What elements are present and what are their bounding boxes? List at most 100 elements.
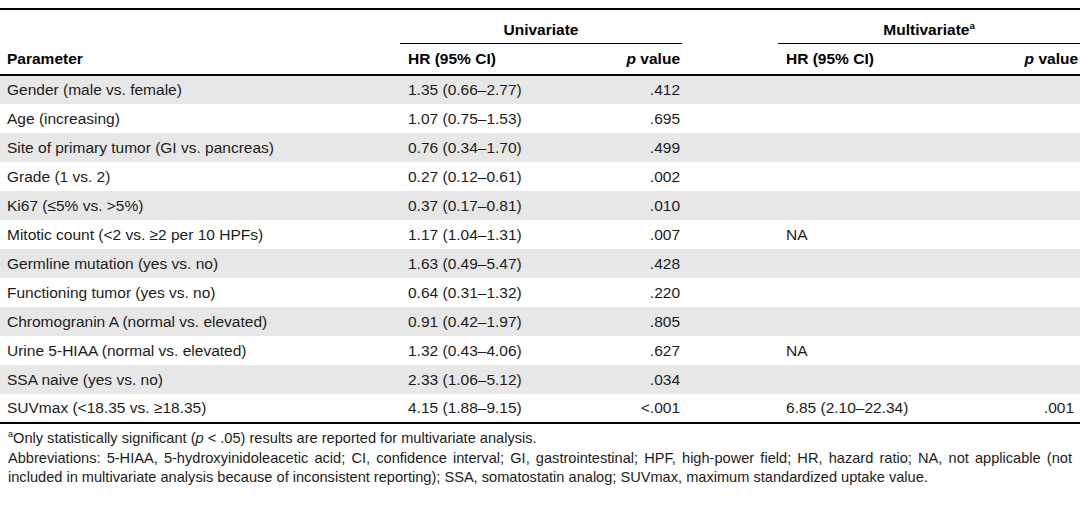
uni-pvalue-cell: .220 xyxy=(582,278,682,307)
table-row: Urine 5-HIAA (normal vs. elevated) 1.32 … xyxy=(0,336,1080,365)
multivariate-pvalue-column-header: p value xyxy=(976,43,1080,75)
univariate-label: Univariate xyxy=(504,21,579,38)
multi-hr-cell xyxy=(778,104,976,133)
parameter-column-header: Parameter xyxy=(0,43,400,75)
multi-hr-cell: NA xyxy=(778,336,976,365)
multi-pvalue-cell xyxy=(976,104,1080,133)
uni-pvalue-cell: .499 xyxy=(582,133,682,162)
multi-hr-cell xyxy=(778,278,976,307)
parameter-cell: Urine 5-HIAA (normal vs. elevated) xyxy=(0,336,400,365)
multi-hr-cell: NA xyxy=(778,220,976,249)
uni-hr-cell: 0.37 (0.17–0.81) xyxy=(400,191,582,220)
uni-pvalue-cell: <.001 xyxy=(582,394,682,423)
parameter-cell: Mitotic count (<2 vs. ≥2 per 10 HPFs) xyxy=(0,220,400,249)
uni-pvalue-cell: .428 xyxy=(582,249,682,278)
uni-hr-cell: 1.32 (0.43–4.06) xyxy=(400,336,582,365)
multi-pvalue-cell xyxy=(976,365,1080,394)
multi-hr-cell xyxy=(778,249,976,278)
gap-cell xyxy=(682,220,778,249)
multi-hr-cell xyxy=(778,365,976,394)
univariate-group-header: Univariate xyxy=(400,9,682,43)
multi-hr-cell xyxy=(778,162,976,191)
paper-table-figure: Univariate Multivariatea Parameter HR (9… xyxy=(0,0,1080,521)
multi-pvalue-cell xyxy=(976,307,1080,336)
gap-cell xyxy=(682,162,778,191)
footnote-a-text-2: < .05) results are reported for multivar… xyxy=(204,430,537,446)
abbreviations-note: Abbreviations: 5-HIAA, 5-hydroxyinidolea… xyxy=(8,449,1072,488)
table-row: Mitotic count (<2 vs. ≥2 per 10 HPFs) 1.… xyxy=(0,220,1080,249)
gap-cell xyxy=(682,394,778,423)
uni-pvalue-cell: .010 xyxy=(582,191,682,220)
uni-hr-cell: 4.15 (1.88–9.15) xyxy=(400,394,582,423)
multi-hr-cell xyxy=(778,191,976,220)
gap-cell xyxy=(682,336,778,365)
column-header-gap xyxy=(682,43,778,75)
multi-pvalue-cell: .001 xyxy=(976,394,1080,423)
table-row: SUVmax (<18.35 vs. ≥18.35) 4.15 (1.88–9.… xyxy=(0,394,1080,423)
uni-hr-cell: 0.91 (0.42–1.97) xyxy=(400,307,582,336)
multi-hr-cell xyxy=(778,75,976,104)
p-symbol: p xyxy=(1025,50,1034,67)
multivariate-footnote-marker: a xyxy=(969,19,974,30)
parameter-cell: SUVmax (<18.35 vs. ≥18.35) xyxy=(0,394,400,423)
uni-hr-cell: 1.07 (0.75–1.53) xyxy=(400,104,582,133)
multi-hr-cell xyxy=(778,133,976,162)
table-row: Grade (1 vs. 2) 0.27 (0.12–0.61) .002 xyxy=(0,162,1080,191)
p-value-word: value xyxy=(636,50,680,67)
group-header-spacer xyxy=(0,9,400,43)
gap-cell xyxy=(682,249,778,278)
uni-hr-cell: 0.27 (0.12–0.61) xyxy=(400,162,582,191)
uni-hr-cell: 1.63 (0.49–5.47) xyxy=(400,249,582,278)
gap-cell xyxy=(682,191,778,220)
parameter-cell: Functioning tumor (yes vs. no) xyxy=(0,278,400,307)
results-table: Univariate Multivariatea Parameter HR (9… xyxy=(0,8,1080,424)
uni-hr-cell: 0.64 (0.31–1.32) xyxy=(400,278,582,307)
multi-pvalue-cell xyxy=(976,191,1080,220)
table-row: Site of primary tumor (GI vs. pancreas) … xyxy=(0,133,1080,162)
uni-pvalue-cell: .627 xyxy=(582,336,682,365)
uni-pvalue-cell: .002 xyxy=(582,162,682,191)
multi-pvalue-cell xyxy=(976,75,1080,104)
gap-cell xyxy=(682,75,778,104)
table-row: Ki67 (≤5% vs. >5%) 0.37 (0.17–0.81) .010 xyxy=(0,191,1080,220)
uni-hr-cell: 1.17 (1.04–1.31) xyxy=(400,220,582,249)
multi-pvalue-cell xyxy=(976,278,1080,307)
multi-hr-cell xyxy=(778,307,976,336)
multivariate-label: Multivariate xyxy=(883,21,969,38)
multi-pvalue-cell xyxy=(976,336,1080,365)
uni-hr-cell: 1.35 (0.66–2.77) xyxy=(400,75,582,104)
uni-pvalue-cell: .412 xyxy=(582,75,682,104)
footnote-a-text-1: Only statistically significant ( xyxy=(13,430,195,446)
table-row: Functioning tumor (yes vs. no) 0.64 (0.3… xyxy=(0,278,1080,307)
multi-pvalue-cell xyxy=(976,249,1080,278)
parameter-cell: Gender (male vs. female) xyxy=(0,75,400,104)
parameter-cell: Germline mutation (yes vs. no) xyxy=(0,249,400,278)
parameter-cell: Site of primary tumor (GI vs. pancreas) xyxy=(0,133,400,162)
gap-cell xyxy=(682,307,778,336)
parameter-cell: Chromogranin A (normal vs. elevated) xyxy=(0,307,400,336)
uni-pvalue-cell: .007 xyxy=(582,220,682,249)
parameter-cell: Ki67 (≤5% vs. >5%) xyxy=(0,191,400,220)
group-gap xyxy=(682,9,778,43)
gap-cell xyxy=(682,133,778,162)
table-row: Gender (male vs. female) 1.35 (0.66–2.77… xyxy=(0,75,1080,104)
table-row: Age (increasing) 1.07 (0.75–1.53) .695 xyxy=(0,104,1080,133)
multivariate-group-header: Multivariatea xyxy=(778,9,1080,43)
parameter-cell: Grade (1 vs. 2) xyxy=(0,162,400,191)
footnote-a: aOnly statistically significant (p < .05… xyxy=(8,429,1072,449)
uni-pvalue-cell: .695 xyxy=(582,104,682,133)
p-value-word: value xyxy=(1034,50,1078,67)
table-footnotes: aOnly statistically significant (p < .05… xyxy=(0,429,1080,488)
p-symbol: p xyxy=(627,50,636,67)
multi-hr-cell: 6.85 (2.10–22.34) xyxy=(778,394,976,423)
multi-pvalue-cell xyxy=(976,162,1080,191)
table-row: Chromogranin A (normal vs. elevated) 0.9… xyxy=(0,307,1080,336)
univariate-hr-column-header: HR (95% CI) xyxy=(400,43,582,75)
uni-pvalue-cell: .805 xyxy=(582,307,682,336)
univariate-pvalue-column-header: p value xyxy=(582,43,682,75)
uni-hr-cell: 0.76 (0.34–1.70) xyxy=(400,133,582,162)
uni-pvalue-cell: .034 xyxy=(582,365,682,394)
parameter-cell: Age (increasing) xyxy=(0,104,400,133)
gap-cell xyxy=(682,104,778,133)
multivariate-hr-column-header: HR (95% CI) xyxy=(778,43,976,75)
